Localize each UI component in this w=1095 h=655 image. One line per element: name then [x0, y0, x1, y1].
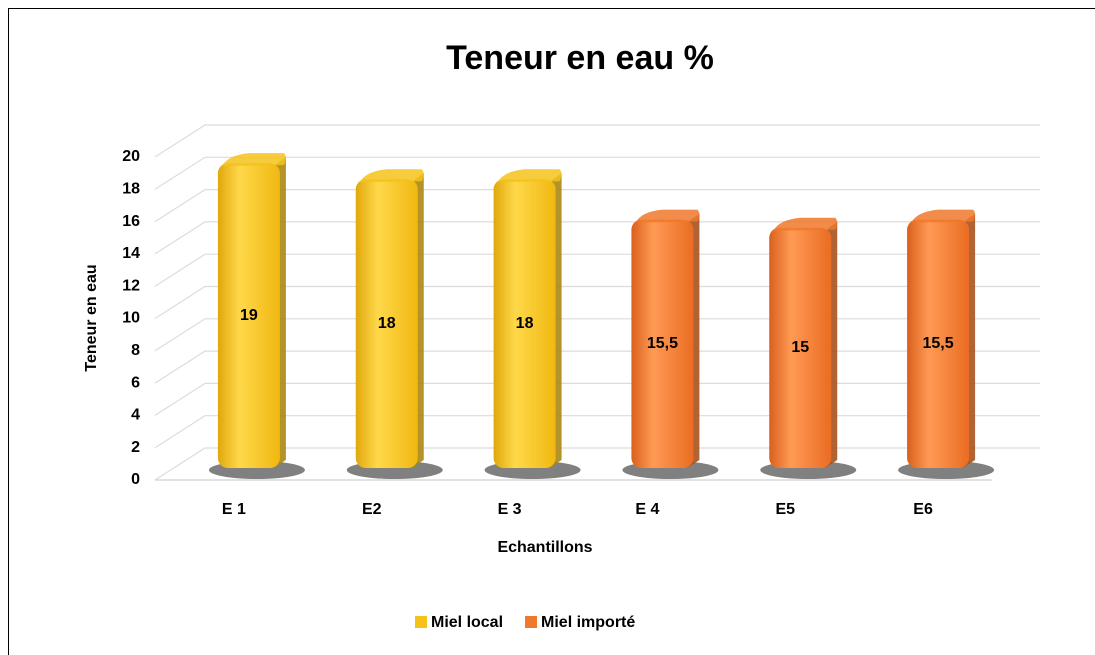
bar — [769, 227, 832, 468]
grid-line — [154, 318, 1040, 352]
grid-line — [154, 189, 1040, 223]
y-axis-label: Teneur en eau — [83, 264, 100, 371]
y-tick-label: 10 — [122, 310, 140, 327]
data-label: 15,5 — [647, 335, 678, 352]
chart-title: Teneur en eau % — [446, 39, 714, 77]
legend-marker — [415, 616, 427, 628]
grid-line — [154, 382, 1040, 416]
bar-cap — [911, 209, 976, 223]
bar-cap — [497, 169, 562, 183]
grid-line — [154, 447, 1040, 481]
data-label: 19 — [240, 307, 258, 324]
bar — [631, 219, 694, 468]
bar — [217, 163, 280, 468]
x-tick-label: E 4 — [635, 501, 659, 518]
x-tick-label: E 3 — [498, 501, 522, 518]
grid-line — [154, 415, 1040, 449]
x-tick-label: E2 — [362, 501, 382, 518]
y-tick-label: 18 — [122, 181, 140, 198]
legend-marker — [525, 616, 538, 628]
bar — [907, 219, 970, 468]
legend-label: Miel local — [431, 614, 503, 631]
y-tick-label: 12 — [122, 277, 140, 294]
bar-cap — [773, 217, 838, 231]
legend-label: Miel importé — [541, 614, 635, 631]
x-tick-label: E5 — [775, 501, 795, 518]
grid-line — [154, 253, 1040, 287]
bar-cap — [359, 169, 424, 183]
grid-line — [154, 156, 1040, 190]
grid-line — [154, 350, 1040, 384]
grid-line — [154, 124, 1040, 158]
y-tick-label: 20 — [122, 148, 140, 165]
y-tick-label: 4 — [131, 407, 140, 424]
bar-cap — [221, 153, 286, 167]
data-label: 15 — [791, 339, 809, 356]
x-tick-label: E 1 — [222, 501, 246, 518]
x-axis-label: Echantillons — [497, 539, 592, 556]
y-tick-label: 2 — [131, 439, 140, 456]
y-tick-label: 16 — [122, 213, 140, 230]
data-label: 15,5 — [923, 335, 954, 352]
y-tick-label: 8 — [131, 342, 140, 359]
bar — [493, 179, 556, 469]
y-tick-label: 0 — [131, 471, 140, 488]
y-tick-label: 14 — [122, 245, 140, 262]
grid-line — [154, 221, 1040, 255]
x-tick-label: E6 — [913, 501, 933, 518]
bar-cap — [635, 209, 700, 223]
data-label: 18 — [516, 315, 534, 332]
grid-line — [154, 285, 1040, 320]
bar — [355, 179, 418, 469]
y-tick-label: 6 — [131, 374, 140, 391]
data-label: 18 — [378, 315, 396, 332]
